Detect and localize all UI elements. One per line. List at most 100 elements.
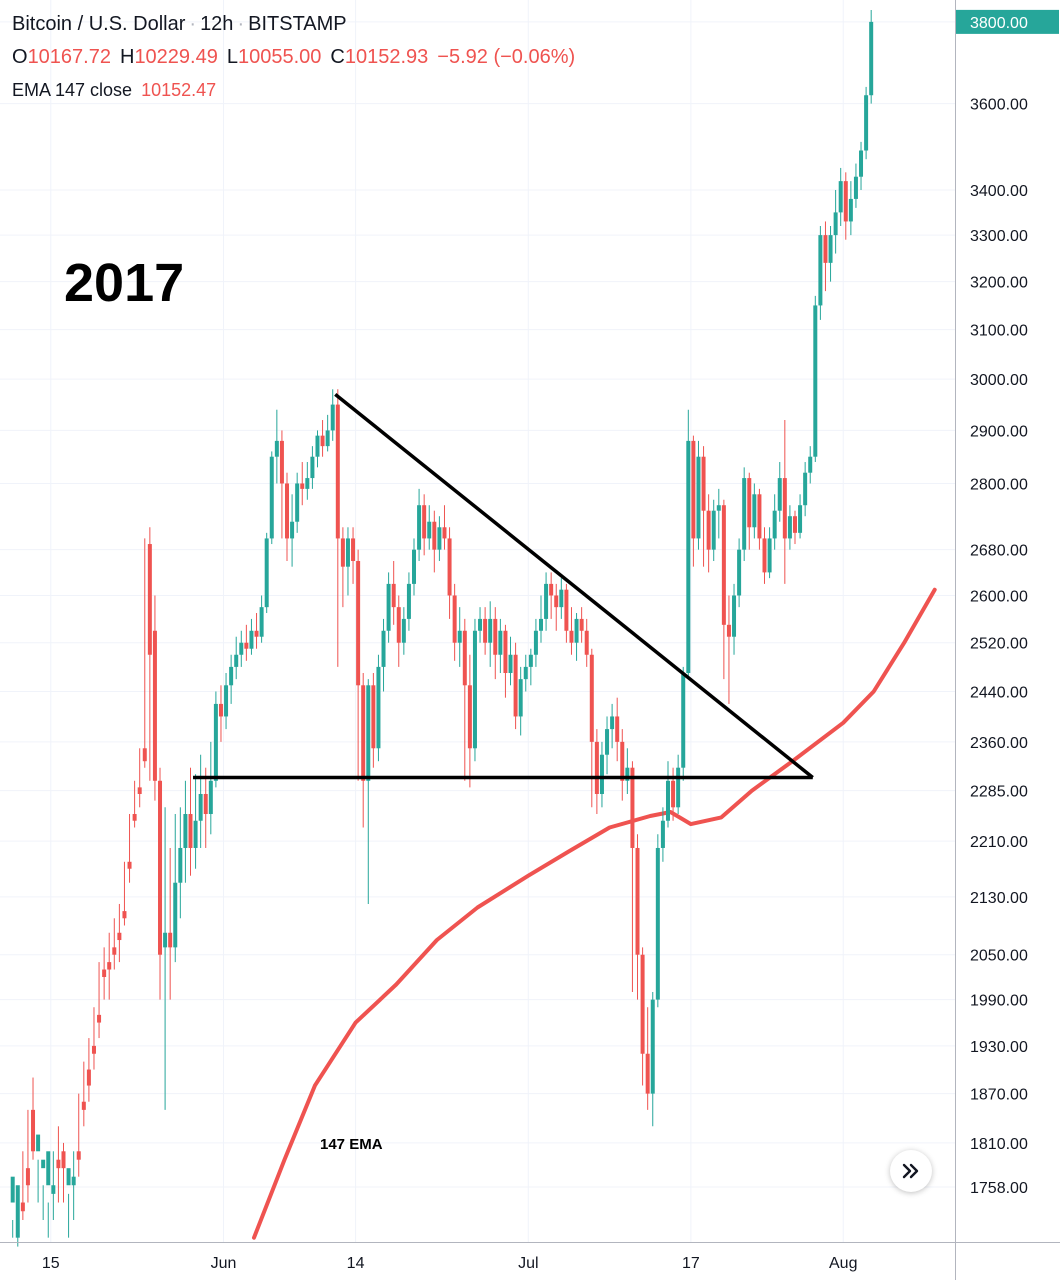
ema-147-line (252, 587, 937, 1240)
down-candle (467, 654, 472, 788)
candle-body (523, 666, 528, 680)
candle-body (396, 607, 401, 643)
candle-body (472, 630, 477, 749)
x-tick-label: Jul (518, 1255, 538, 1272)
up-candle (498, 618, 503, 674)
down-candle (122, 861, 127, 926)
down-candle (721, 499, 726, 680)
down-candle (620, 729, 625, 801)
candle-body (198, 793, 203, 821)
candle-body (772, 510, 777, 539)
candle-body (437, 527, 442, 550)
down-candle (351, 527, 356, 584)
candle-body (452, 595, 457, 643)
up-candle (478, 607, 483, 643)
up-candle (660, 807, 665, 862)
down-candle (726, 595, 731, 704)
down-candle (356, 549, 361, 781)
candle-body (813, 305, 818, 457)
candle-body (188, 814, 193, 848)
down-candle (645, 1007, 650, 1110)
up-candle (696, 440, 701, 550)
down-candle (142, 538, 147, 768)
up-candle (544, 572, 549, 631)
candle-body (737, 549, 742, 596)
down-candle (81, 1061, 86, 1127)
y-tick-label: 2680.00 (970, 543, 1028, 560)
down-candle (549, 572, 554, 619)
candle-body (315, 435, 320, 457)
drawings-layer (193, 393, 814, 780)
candle-body (102, 969, 107, 977)
down-candle (493, 607, 498, 680)
down-candle (137, 748, 142, 808)
candle-body (569, 630, 574, 643)
up-candle (10, 1176, 15, 1238)
up-candle (345, 527, 350, 596)
candle-body (127, 861, 132, 869)
ema-line-layer (252, 587, 937, 1240)
down-candle (361, 673, 366, 828)
candle-body (594, 741, 599, 794)
up-candle (193, 774, 198, 869)
up-candle (274, 409, 279, 484)
ema-legend-row[interactable]: EMA 147 close 10152.47 (12, 74, 575, 107)
y-tick-label: 2520.00 (970, 636, 1028, 653)
candle-body (615, 716, 620, 742)
candle-body (589, 654, 594, 742)
up-candle (650, 992, 655, 1127)
low-value: 10055.00 (237, 46, 322, 68)
candle-body (391, 583, 396, 608)
down-candle (117, 903, 122, 963)
down-candle (640, 947, 645, 1086)
candle-body (320, 435, 325, 447)
up-candle (787, 505, 792, 550)
candle-body (747, 478, 752, 528)
high-value: 10229.49 (134, 46, 218, 68)
down-candle (513, 642, 518, 730)
down-candle (86, 1038, 91, 1102)
up-candle (559, 578, 564, 619)
up-candle (178, 807, 183, 919)
descending-trendline (334, 393, 814, 779)
down-candle (188, 767, 193, 876)
up-candle (315, 430, 320, 468)
down-candle (102, 947, 107, 1000)
up-candle (833, 190, 838, 254)
down-candle (452, 583, 457, 661)
x-tick-label: Jun (211, 1255, 237, 1272)
candle-body (798, 505, 803, 533)
y-tick-label: 1758.00 (970, 1180, 1028, 1197)
down-candle (168, 847, 173, 1000)
up-candle (808, 446, 813, 484)
up-candle (406, 572, 411, 631)
y-tick-label: 2130.00 (970, 890, 1028, 907)
up-candle (853, 163, 858, 208)
down-candle (20, 1151, 25, 1220)
candle-body (640, 954, 645, 1054)
candle-body (168, 932, 173, 948)
interval-label[interactable]: 12h (200, 13, 234, 35)
candle-body (853, 176, 858, 199)
candle-body (36, 1134, 41, 1152)
down-candle (579, 607, 584, 643)
down-candle (584, 618, 589, 667)
scroll-to-realtime-button[interactable] (890, 1150, 932, 1192)
symbol-name[interactable]: Bitcoin / U.S. Dollar (12, 13, 186, 35)
down-candle (447, 527, 452, 619)
chart-legend: Bitcoin / U.S. Dollar · 12h · BITSTAMP O1016… (12, 8, 575, 107)
down-candle (792, 510, 797, 545)
y-tick-label: 2900.00 (970, 423, 1028, 440)
candle-body (711, 510, 716, 550)
up-candle (528, 648, 533, 686)
up-candle (71, 1151, 76, 1220)
down-candle (432, 510, 437, 573)
candle-body (645, 1053, 650, 1094)
down-candle (594, 729, 599, 815)
candle-body (229, 666, 234, 686)
y-tick-label: 3400.00 (970, 183, 1028, 200)
candle-body (51, 1185, 56, 1194)
candle-body (234, 654, 239, 667)
